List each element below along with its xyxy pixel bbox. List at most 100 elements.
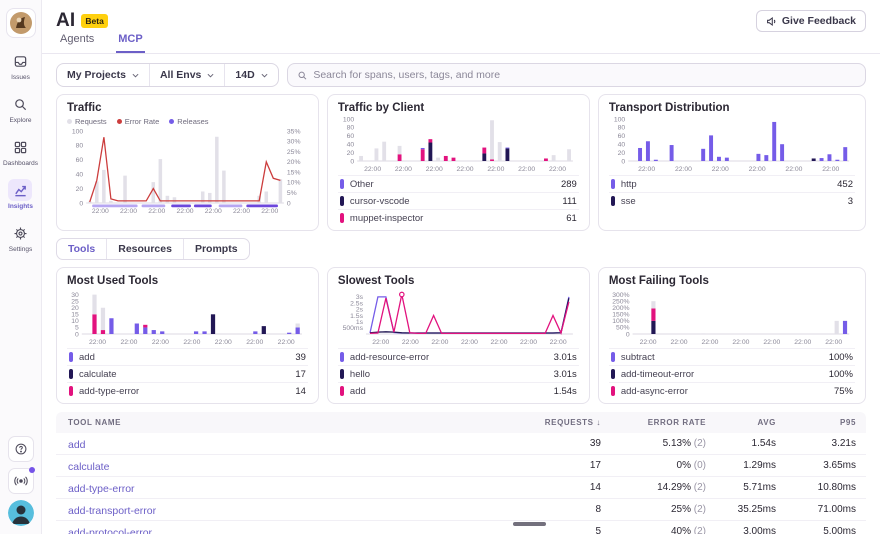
tab-mcp[interactable]: MCP xyxy=(116,33,145,53)
panel-most-failing-tools: Most Failing Tools 0 50% 100% 150% 200% 250% 3… xyxy=(597,267,866,404)
legend-row[interactable]: hello 3.01s xyxy=(337,365,579,382)
panel-title: Most Used Tools xyxy=(67,275,159,287)
whats-new-button[interactable] xyxy=(7,467,35,494)
col-tool-name[interactable]: TOOL NAME xyxy=(68,418,122,427)
tool-name-link[interactable]: calculate xyxy=(68,460,110,473)
cell-p95: 10.80ms xyxy=(817,482,856,493)
cell-error-rate: 5.13% (2) xyxy=(662,438,706,449)
subtab-prompts[interactable]: Prompts xyxy=(194,243,238,255)
legend-row[interactable]: cursor-vscode 111 xyxy=(337,192,579,209)
legend-label: Requests xyxy=(75,117,107,126)
tool-name-link[interactable]: add-transport-error xyxy=(68,504,157,517)
org-logo[interactable] xyxy=(5,8,36,38)
legend-row[interactable]: subtract 100% xyxy=(608,348,855,365)
svg-text:20: 20 xyxy=(617,150,625,157)
cell-requests: 14 xyxy=(589,482,601,493)
series-name: add-type-error xyxy=(79,385,140,397)
projects-filter[interactable]: My Projects xyxy=(57,64,150,86)
legend-dot xyxy=(169,119,175,124)
legend-item[interactable]: Requests xyxy=(67,117,107,126)
svg-text:0: 0 xyxy=(621,158,625,165)
col-avg[interactable]: AVG xyxy=(757,418,776,427)
series-value: 111 xyxy=(562,195,577,207)
svg-text:0: 0 xyxy=(287,200,291,207)
environments-filter[interactable]: All Envs xyxy=(150,64,226,86)
legend-row[interactable]: add-resource-error 3.01s xyxy=(337,348,579,365)
user-avatar[interactable] xyxy=(7,500,34,526)
sidebar-item-settings[interactable]: Settings xyxy=(9,222,33,253)
search-icon xyxy=(298,71,307,80)
legend-row[interactable]: add-timeout-error 100% xyxy=(608,365,855,382)
tool-name-link[interactable]: add-protocol-error xyxy=(68,526,153,534)
svg-text:1.5s: 1.5s xyxy=(350,313,363,320)
svg-text:22:00: 22:00 xyxy=(89,339,106,346)
tool-name-link[interactable]: add-type-error xyxy=(68,482,135,495)
series-color-chip xyxy=(339,213,344,223)
svg-text:22:00: 22:00 xyxy=(825,339,842,346)
svg-text:22:00: 22:00 xyxy=(763,339,780,346)
svg-text:100: 100 xyxy=(343,116,355,123)
cell-p95: 3.21s xyxy=(831,438,856,449)
series-value: 100% xyxy=(828,351,853,363)
legend-row[interactable]: add-async-error 75% xyxy=(608,382,855,399)
cell-p95: 3.65ms xyxy=(823,460,856,471)
sidebar-item-insights[interactable]: Insights xyxy=(8,179,33,210)
panel-title: Transport Distribution xyxy=(608,102,730,114)
sidebar-item-dashboards[interactable]: Dashboards xyxy=(3,136,38,167)
col-requests[interactable]: REQUESTS ↓ xyxy=(481,418,611,427)
chevron-down-icon xyxy=(261,73,268,78)
date-range-filter[interactable]: 14D xyxy=(225,64,277,86)
give-feedback-button[interactable]: Give Feedback xyxy=(755,10,866,32)
search-input[interactable] xyxy=(313,69,856,81)
svg-text:80: 80 xyxy=(76,143,84,150)
svg-text:22:00: 22:00 xyxy=(456,166,473,173)
org-avatar xyxy=(9,12,32,34)
legend-row[interactable]: sse 3 xyxy=(608,192,855,209)
legend-row[interactable]: add 39 xyxy=(67,348,308,365)
entity-subtabs: Tools Resources Prompts xyxy=(56,238,250,260)
panel-traffic: Traffic Requests Error Rate Releases 0 20 40… xyxy=(56,94,319,231)
sidebar: Issues Explore Dashboards Insi xyxy=(0,0,42,534)
subtab-tools[interactable]: Tools xyxy=(57,239,108,259)
charts-row-traffic: Traffic Requests Error Rate Releases 0 20 40… xyxy=(56,94,866,231)
svg-text:1s: 1s xyxy=(356,319,364,326)
svg-text:22:00: 22:00 xyxy=(487,166,504,173)
legend-row[interactable]: calculate 17 xyxy=(67,365,308,382)
legend-row[interactable]: muppet-inspector 61 xyxy=(337,209,579,226)
series-color-chip xyxy=(610,369,615,379)
svg-text:22:00: 22:00 xyxy=(177,208,194,215)
most-failing-tools-chart[interactable]: 050%100%150%200%250%300% 22:00 22:00 22:00 2… xyxy=(609,287,855,347)
table-row: calculate 17 0% (0) 1.29ms 3.65ms xyxy=(56,455,866,477)
svg-text:22:00: 22:00 xyxy=(549,166,566,173)
svg-text:35%: 35% xyxy=(287,128,301,135)
col-error-rate[interactable]: ERROR RATE xyxy=(647,418,706,427)
legend-row[interactable]: http 452 xyxy=(608,175,855,192)
svg-text:60: 60 xyxy=(347,133,355,140)
series-name: hello xyxy=(349,368,370,380)
panel-title: Slowest Tools xyxy=(337,275,415,287)
svg-text:22:00: 22:00 xyxy=(364,166,381,173)
tab-agents[interactable]: Agents xyxy=(60,33,95,45)
give-feedback-label: Give Feedback xyxy=(781,15,856,27)
svg-text:22:00: 22:00 xyxy=(732,339,749,346)
legend-row[interactable]: add-type-error 14 xyxy=(67,382,308,399)
col-p95[interactable]: P95 xyxy=(839,418,856,427)
legend-item[interactable]: Error Rate xyxy=(116,117,159,126)
legend-row[interactable]: add 1.54s xyxy=(337,382,579,399)
legend-item[interactable]: Releases xyxy=(169,117,209,126)
tool-name-link[interactable]: add xyxy=(68,438,86,451)
traffic-chart[interactable]: 0 20 40 60 80 100 0 5% 10% 15% 20% 25% 30% 35% 22:00 22… xyxy=(67,126,308,216)
sidebar-item-issues[interactable]: Issues xyxy=(9,50,33,81)
subtab-resources[interactable]: Resources xyxy=(107,239,184,259)
cell-avg: 35.25ms xyxy=(737,504,776,515)
svg-text:22:00: 22:00 xyxy=(712,166,729,173)
sidebar-item-explore[interactable]: Explore xyxy=(9,93,33,124)
legend-row[interactable]: Other 289 xyxy=(337,175,579,192)
horizontal-scrollbar-thumb[interactable] xyxy=(513,522,546,526)
help-button[interactable] xyxy=(7,436,34,462)
series-name: cursor-vscode xyxy=(349,195,410,207)
